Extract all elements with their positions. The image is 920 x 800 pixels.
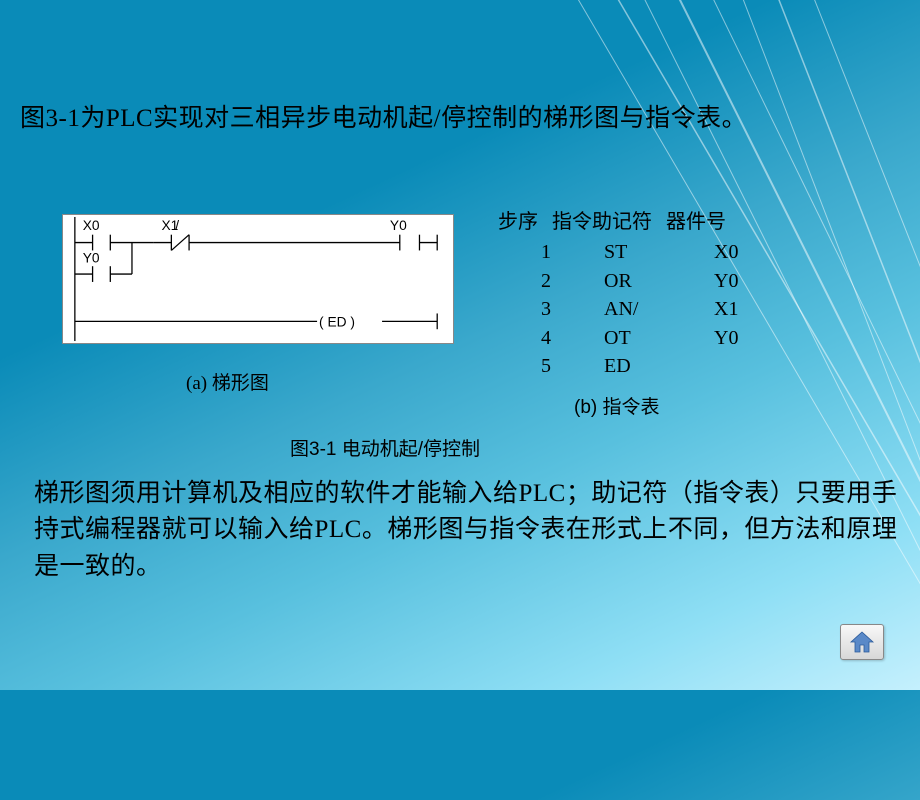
ladder-diagram: X0 X1 / Y0 Y0 ( ED ): [62, 214, 454, 344]
cell-device: Y0: [714, 324, 794, 352]
cell-device: Y0: [714, 267, 794, 295]
ladder-label-x0: X0: [83, 218, 100, 233]
col-header-step: 步序: [498, 208, 538, 236]
cell-device: X0: [714, 238, 794, 266]
instruction-caption: (b) 指令表: [574, 392, 660, 419]
ladder-caption: (a) 梯形图: [186, 368, 269, 395]
ladder-label-ed: ( ED ): [319, 314, 355, 329]
table-header-row: 步序 指令助记符 器件号: [498, 208, 794, 236]
cell-step: 3: [498, 295, 594, 323]
home-icon: [849, 631, 875, 653]
body-paragraph: 梯形图须用计算机及相应的软件才能输入给PLC；助记符（指令表）只要用手持式编程器…: [34, 476, 900, 585]
home-button[interactable]: [840, 624, 884, 660]
table-row: 4 OT Y0: [498, 324, 794, 352]
table-row: 3 AN/ X1: [498, 295, 794, 323]
figure-caption: 图3-1 电动机起/停控制: [290, 434, 480, 461]
ladder-label-y0a: Y0: [390, 218, 407, 233]
ladder-label-y0b: Y0: [83, 250, 100, 265]
cell-mnemonic: OR: [594, 267, 714, 295]
cell-mnemonic: ST: [594, 238, 714, 266]
slide-title: 图3-1为PLC实现对三相异步电动机起/停控制的梯形图与指令表。: [20, 98, 900, 134]
table-row: 1 ST X0: [498, 238, 794, 266]
cell-device: [714, 352, 794, 380]
cell-mnemonic: OT: [594, 324, 714, 352]
table-row: 2 OR Y0: [498, 267, 794, 295]
col-header-device: 器件号: [666, 208, 726, 236]
table-row: 5 ED: [498, 352, 794, 380]
cell-step: 1: [498, 238, 594, 266]
cell-device: X1: [714, 295, 794, 323]
cell-step: 4: [498, 324, 594, 352]
cell-mnemonic: ED: [594, 352, 714, 380]
instruction-table: 步序 指令助记符 器件号 1 ST X0 2 OR Y0 3 AN/ X1 4 …: [498, 208, 794, 380]
col-header-mnemonic: 指令助记符: [552, 208, 652, 236]
cell-step: 2: [498, 267, 594, 295]
svg-text:/: /: [175, 218, 179, 233]
cell-step: 5: [498, 352, 594, 380]
cell-mnemonic: AN/: [594, 295, 714, 323]
